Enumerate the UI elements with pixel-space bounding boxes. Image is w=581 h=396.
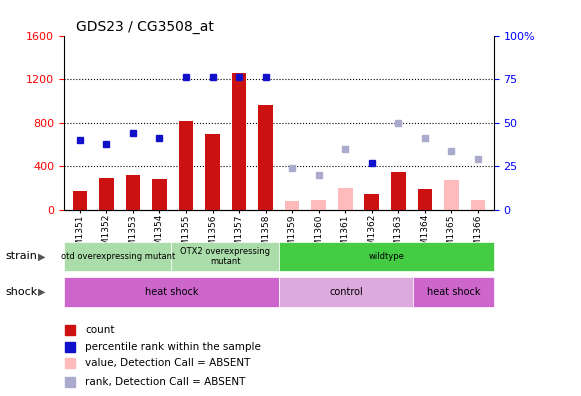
Bar bbox=[413, 277, 494, 307]
Text: ▶: ▶ bbox=[38, 287, 45, 297]
Bar bbox=[444, 181, 458, 210]
Bar bbox=[179, 120, 193, 210]
Bar bbox=[259, 105, 273, 210]
Text: otd overexpressing mutant: otd overexpressing mutant bbox=[60, 252, 175, 261]
Bar bbox=[418, 189, 432, 210]
Text: count: count bbox=[85, 326, 115, 335]
Bar bbox=[232, 73, 246, 210]
Text: ▶: ▶ bbox=[38, 251, 45, 261]
Text: percentile rank within the sample: percentile rank within the sample bbox=[85, 342, 261, 352]
Bar bbox=[205, 134, 220, 210]
Bar bbox=[125, 175, 140, 210]
Text: strain: strain bbox=[6, 251, 38, 261]
Text: GDS23 / CG3508_at: GDS23 / CG3508_at bbox=[76, 20, 213, 34]
Bar bbox=[279, 242, 494, 271]
Text: rank, Detection Call = ABSENT: rank, Detection Call = ABSENT bbox=[85, 377, 246, 386]
Bar bbox=[338, 188, 353, 210]
Bar bbox=[64, 277, 279, 307]
Bar bbox=[152, 179, 167, 210]
Text: control: control bbox=[329, 287, 363, 297]
Text: shock: shock bbox=[6, 287, 38, 297]
Bar bbox=[285, 201, 299, 210]
Bar bbox=[364, 194, 379, 210]
Text: value, Detection Call = ABSENT: value, Detection Call = ABSENT bbox=[85, 358, 251, 368]
Bar bbox=[171, 242, 279, 271]
Bar bbox=[391, 172, 406, 210]
Bar bbox=[99, 178, 114, 210]
Text: heat shock: heat shock bbox=[145, 287, 198, 297]
Bar bbox=[311, 200, 326, 210]
Bar bbox=[73, 191, 87, 210]
Text: heat shock: heat shock bbox=[427, 287, 480, 297]
Bar bbox=[471, 200, 485, 210]
Bar bbox=[64, 242, 171, 271]
Text: OTX2 overexpressing
mutant: OTX2 overexpressing mutant bbox=[180, 247, 270, 266]
Text: wildtype: wildtype bbox=[368, 252, 404, 261]
Bar bbox=[279, 277, 413, 307]
